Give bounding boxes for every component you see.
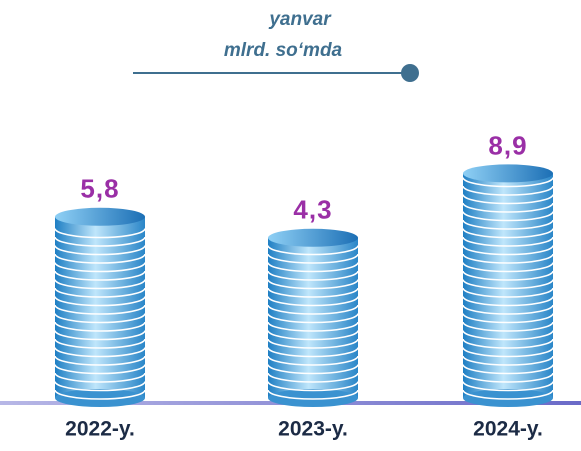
coin-edge [462,177,554,188]
coin-edge [54,262,146,273]
coin-edge [462,313,554,324]
x-tick-label: 2024-y. [473,418,543,441]
coin-edge [54,381,146,392]
coin-edge [462,245,554,256]
coin-edge [462,304,554,315]
coin-edge [54,304,146,315]
coin-edge [267,330,359,341]
coin-edge [54,313,146,324]
coin-edge [267,270,359,281]
coin-edge [462,202,554,213]
coin-edge [54,364,146,375]
coin-edge [462,185,554,196]
value-label: 5,8 [80,174,119,204]
coin-edge [54,296,146,307]
coin-top [268,228,358,247]
coin-edge [54,279,146,290]
coin-edge [462,262,554,273]
coin-edge [54,245,146,256]
coin-edge [267,321,359,332]
coin-edge [462,279,554,290]
coin-edge [267,372,359,383]
coin-edge [462,381,554,392]
coin-bottom [463,389,553,407]
coin-edge [54,228,146,239]
coin-edge [267,253,359,264]
coin-edge [462,219,554,230]
coin-edge [462,355,554,366]
subtitle-dot [401,64,419,82]
coin-edge [267,364,359,375]
coin-edge [267,381,359,392]
coin-edge [462,194,554,205]
coin-edge [54,236,146,247]
x-tick-label: 2022-y. [65,418,135,441]
coin-edge [462,296,554,307]
coin-edge [54,347,146,358]
coin-edge [462,211,554,222]
value-label: 4,3 [293,195,332,225]
coin-edge [54,253,146,264]
coin-edge [462,321,554,332]
subtitle-line: yanvar [268,9,332,30]
coin-edge [462,228,554,239]
coin-edge [267,313,359,324]
coin-edge [54,355,146,366]
coin-edge [54,270,146,281]
coin-edge [267,296,359,307]
coin-edge [54,338,146,349]
coin-stack [55,216,145,398]
coin-edge [462,287,554,298]
subtitle-line: mlrd. so‘mda [224,40,343,61]
coin-edge [54,321,146,332]
coin-top [55,207,145,226]
coin-edge [462,270,554,281]
coin-bottom [268,389,358,407]
coin-bottom [55,389,145,407]
coin-edge [462,330,554,341]
coin-edge [54,372,146,383]
coin-edge [54,389,146,400]
coin-edge [462,253,554,264]
coin-edge [267,245,359,256]
coin-edge [462,236,554,247]
coin-edge [462,338,554,349]
coin-edge [267,279,359,290]
coin-edge [267,389,359,400]
value-label: 8,9 [488,130,527,160]
coin-edge [267,355,359,366]
coin-edge [267,287,359,298]
coin-edge [267,338,359,349]
coin-edge [462,389,554,400]
coin-edge [54,287,146,298]
coin-edge [267,262,359,273]
coin-edge [462,347,554,358]
coin-edge [267,347,359,358]
coin-edge [462,372,554,383]
x-tick-label: 2023-y. [278,418,348,441]
coin-top [463,164,553,183]
coin-edge [267,304,359,315]
coin-edge [462,364,554,375]
coin-edge [54,330,146,341]
